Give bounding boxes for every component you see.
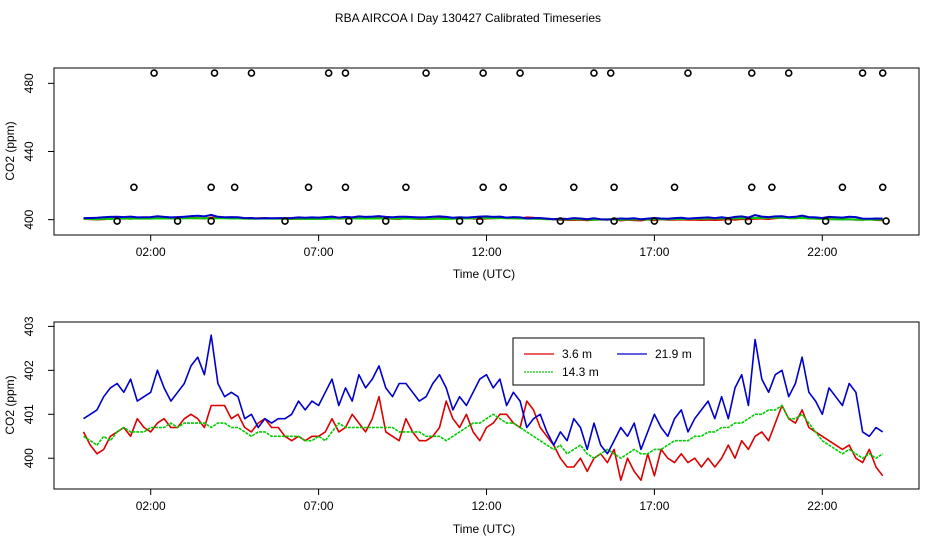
upper-y-axis-label: CO2 (ppm)	[3, 121, 17, 180]
calibration-point-low	[345, 217, 353, 225]
calibration-point-high	[747, 69, 756, 77]
lower-y-tick-label: 403	[22, 316, 36, 336]
calibration-point-mid	[341, 183, 350, 192]
upper-x-axis: 02:00 07:00 12:00 17:00 22:00	[136, 235, 838, 259]
calibration-point-high	[684, 69, 692, 77]
lower-y-axis: 400 401 402 403	[22, 316, 54, 468]
calibration-point-low	[650, 217, 659, 225]
calibration-point-high	[784, 69, 793, 77]
calibration-point-high	[516, 69, 524, 77]
calibration-point-high	[479, 69, 487, 77]
lower-x-axis: 02:00 07:00 12:00 17:00 22:00	[136, 489, 838, 513]
upper-x-axis-label: Time (UTC)	[453, 267, 515, 281]
lower-y-tick-label: 400	[22, 448, 36, 468]
calibration-point-low	[173, 217, 182, 225]
calibration-point-low	[724, 217, 733, 225]
calibration-point-mid	[402, 183, 410, 192]
calibration-point-low	[556, 217, 565, 225]
calibration-point-high	[210, 69, 219, 77]
lower-series-21-9-m	[83, 334, 884, 455]
calibration-point-mid	[838, 183, 847, 192]
upper-panel: 02:00 07:00 12:00 17:00 22:00 400 440 480 Time…	[3, 67, 920, 281]
lower-plot-frame	[53, 321, 920, 490]
upper-series-21-9-m	[83, 213, 883, 221]
lower-y-tick-label: 402	[22, 360, 36, 380]
calibration-point-high	[324, 69, 333, 77]
calibration-point-low	[281, 217, 289, 225]
calibration-point-mid	[499, 183, 508, 192]
legend-label-21-9m: 21.9 m	[655, 347, 692, 361]
lower-x-tick-label: 12:00	[471, 499, 501, 513]
upper-x-tick-label: 02:00	[136, 245, 166, 259]
upper-x-tick-label: 22:00	[807, 245, 837, 259]
legend-label-3-6m: 3.6 m	[562, 347, 592, 361]
calibration-point-mid	[768, 183, 776, 192]
lower-x-tick-label: 17:00	[639, 499, 669, 513]
upper-x-tick-label: 12:00	[471, 245, 501, 259]
legend: 3.6 m 21.9 m 14.3 m	[512, 337, 705, 386]
calibration-point-high	[247, 69, 256, 77]
lower-x-tick-label: 22:00	[807, 499, 837, 513]
lower-x-axis-label: Time (UTC)	[453, 522, 515, 536]
lower-y-tick-label: 401	[22, 404, 36, 424]
calibration-point-high	[878, 69, 887, 77]
calibration-point-low	[207, 217, 215, 225]
calibration-point-high	[590, 69, 598, 77]
calibration-point-low	[381, 217, 390, 225]
calibration-point-low	[455, 217, 464, 225]
calibration-point-mid	[130, 183, 138, 192]
chart-title: RBA AIRCOA I Day 130427 Calibrated Times…	[335, 11, 601, 25]
lower-series-14-3-m	[83, 404, 884, 460]
calibration-point-low	[821, 217, 830, 225]
upper-y-tick-label: 440	[22, 141, 36, 161]
lower-panel: 02:00 07:00 12:00 17:00 22:00 400 401 402 403 T…	[3, 316, 920, 536]
calibration-point-low	[610, 217, 618, 225]
calibration-point-mid	[610, 183, 618, 192]
calibration-point-high	[606, 69, 615, 77]
calibration-point-mid	[304, 183, 313, 192]
calibration-point-mid	[207, 183, 215, 192]
legend-label-14-3m: 14.3 m	[562, 365, 599, 379]
calibration-point-low	[744, 217, 753, 225]
upper-plot-frame	[53, 67, 920, 236]
calibration-point-high	[341, 69, 350, 77]
calibration-point-mid	[747, 183, 756, 192]
upper-y-tick-label: 480	[22, 73, 36, 93]
lower-y-axis-label: CO2 (ppm)	[3, 375, 17, 434]
upper-y-tick-label: 400	[22, 209, 36, 229]
legend-box	[512, 337, 705, 386]
lower-series-lines	[82, 334, 884, 482]
lower-x-tick-label: 07:00	[304, 499, 334, 513]
calibration-point-mid	[230, 183, 239, 192]
lower-x-tick-label: 02:00	[136, 499, 166, 513]
upper-x-tick-label: 07:00	[304, 245, 334, 259]
calibration-point-mid	[570, 183, 578, 192]
upper-y-axis: 400 440 480	[22, 73, 54, 230]
calibration-point-mid	[878, 183, 887, 192]
calibration-point-low	[475, 217, 484, 225]
upper-scatter-points	[113, 69, 890, 225]
calibration-point-low	[113, 217, 121, 225]
calibration-point-high	[422, 69, 430, 77]
calibration-point-high	[858, 69, 867, 77]
calibration-point-mid	[479, 183, 487, 192]
lower-series-3-6-m	[82, 395, 884, 482]
calibration-point-high	[150, 69, 158, 77]
calibration-point-low	[882, 217, 890, 225]
calibration-point-mid	[670, 183, 679, 192]
upper-x-tick-label: 17:00	[639, 245, 669, 259]
